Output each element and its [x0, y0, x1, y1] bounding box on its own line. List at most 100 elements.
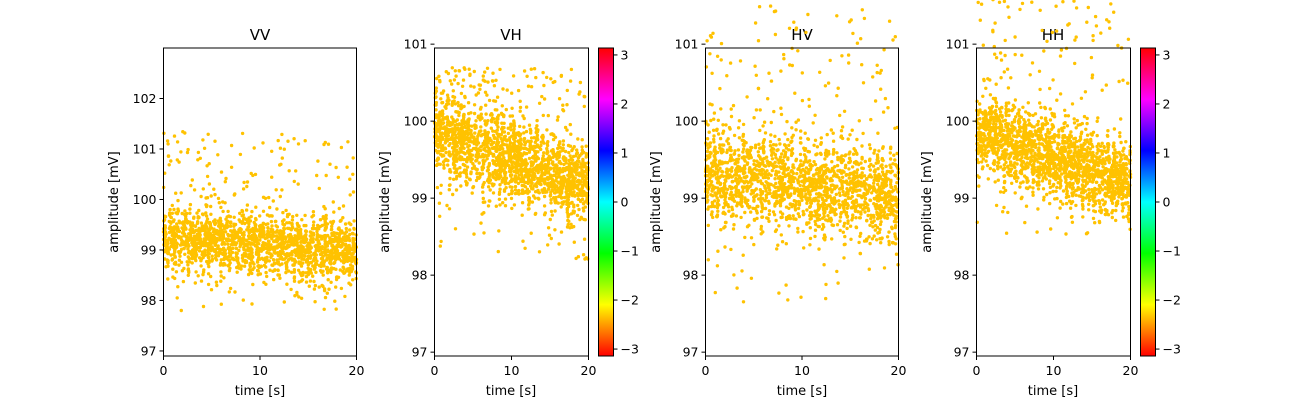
- y-tick-label: 98: [141, 293, 157, 308]
- scatter-point: [563, 176, 567, 181]
- scatter-point: [175, 222, 179, 226]
- scatter-outlier: [209, 194, 213, 198]
- scatter-outlier: [196, 274, 200, 278]
- scatter-outlier: [448, 79, 452, 83]
- scatter-outlier: [240, 131, 245, 136]
- scatter-point: [314, 270, 318, 274]
- scatter-point: [218, 225, 222, 229]
- scatter-outlier: [450, 82, 454, 86]
- scatter-point: [350, 258, 354, 262]
- scatter-point: [308, 250, 313, 254]
- scatter-point: [320, 250, 324, 255]
- scatter-point: [251, 282, 255, 287]
- scatter-point: [892, 213, 896, 217]
- scatter-point: [347, 238, 352, 243]
- scatter-point: [482, 147, 486, 152]
- scatter-point: [537, 197, 541, 201]
- scatter-point: [498, 187, 502, 191]
- scatter-point: [213, 222, 217, 227]
- scatter-point: [280, 219, 285, 223]
- scatter-outlier: [541, 70, 545, 75]
- scatter-point: [350, 267, 355, 271]
- scatter-point: [494, 176, 498, 180]
- scatter-point: [232, 222, 236, 226]
- scatter-outlier: [245, 180, 250, 184]
- scatter-point: [555, 176, 559, 180]
- x-axis-label: time [s]: [486, 384, 536, 399]
- scatter-point: [530, 176, 534, 180]
- scatter-outlier: [261, 141, 265, 145]
- scatter-outlier: [289, 287, 293, 292]
- scatter-point: [495, 157, 500, 162]
- scatter-point: [857, 216, 862, 220]
- scatter-point: [553, 209, 557, 213]
- scatter-point: [522, 184, 526, 188]
- scatter-point: [265, 274, 269, 279]
- scatter-point: [309, 231, 314, 235]
- scatter-point: [524, 151, 529, 156]
- scatter-point: [304, 229, 309, 234]
- scatter-point: [490, 120, 494, 124]
- scatter-point: [231, 257, 235, 261]
- scatter-point: [721, 123, 725, 127]
- scatter-point: [863, 200, 867, 204]
- scatter-outlier: [207, 162, 211, 166]
- scatter-point: [516, 131, 521, 135]
- scatter-point: [179, 247, 184, 251]
- scatter-point: [442, 163, 446, 167]
- scatter-point: [289, 234, 293, 239]
- scatter-point: [324, 213, 328, 218]
- scatter-point: [177, 250, 181, 254]
- scatter-point: [294, 253, 298, 258]
- scatter-point: [238, 220, 242, 224]
- scatter-point: [705, 137, 710, 141]
- scatter-point: [549, 198, 553, 202]
- scatter-point: [234, 246, 239, 251]
- scatter-outlier: [204, 204, 209, 209]
- scatter-point: [240, 214, 244, 218]
- scatter-point: [554, 195, 558, 200]
- scatter-point: [539, 168, 544, 172]
- scatter-point: [520, 175, 524, 179]
- scatter-outlier: [461, 78, 466, 82]
- scatter-point: [496, 125, 500, 129]
- scatter-point: [545, 146, 549, 151]
- scatter-point: [732, 133, 737, 138]
- scatter-point: [276, 260, 280, 264]
- scatter-point: [483, 119, 487, 123]
- scatter-point: [316, 246, 320, 251]
- scatter-point: [546, 187, 551, 191]
- scatter-point: [837, 191, 842, 195]
- scatter-point: [220, 230, 225, 234]
- scatter-point: [208, 220, 212, 225]
- scatter-point: [262, 235, 266, 239]
- scatter-outlier: [165, 139, 170, 143]
- scatter-point: [275, 207, 279, 211]
- scatter-point: [318, 234, 322, 238]
- scatter-outlier: [278, 146, 283, 150]
- scatter-point: [212, 229, 216, 233]
- scatter-point: [582, 165, 586, 169]
- scatter-point: [291, 226, 295, 230]
- scatter-point: [166, 277, 170, 281]
- scatter-point: [472, 135, 476, 139]
- scatter-point: [552, 191, 557, 195]
- scatter-point: [206, 255, 211, 259]
- scatter-point: [444, 150, 448, 155]
- scatter-outlier: [296, 182, 300, 186]
- scatter-point: [542, 194, 547, 199]
- scatter-point: [492, 146, 496, 150]
- scatter-outlier: [491, 79, 495, 83]
- scatter-point: [206, 272, 211, 276]
- scatter-point: [249, 246, 253, 250]
- scatter-outlier: [486, 80, 490, 84]
- scatter-point: [500, 180, 504, 184]
- scatter-outlier: [264, 282, 268, 286]
- scatter-point: [513, 184, 518, 189]
- scatter-outlier: [568, 226, 572, 230]
- scatter-point: [250, 250, 254, 255]
- scatter-point: [214, 280, 219, 284]
- scatter-outlier: [469, 84, 473, 88]
- scatter-outlier: [240, 208, 244, 213]
